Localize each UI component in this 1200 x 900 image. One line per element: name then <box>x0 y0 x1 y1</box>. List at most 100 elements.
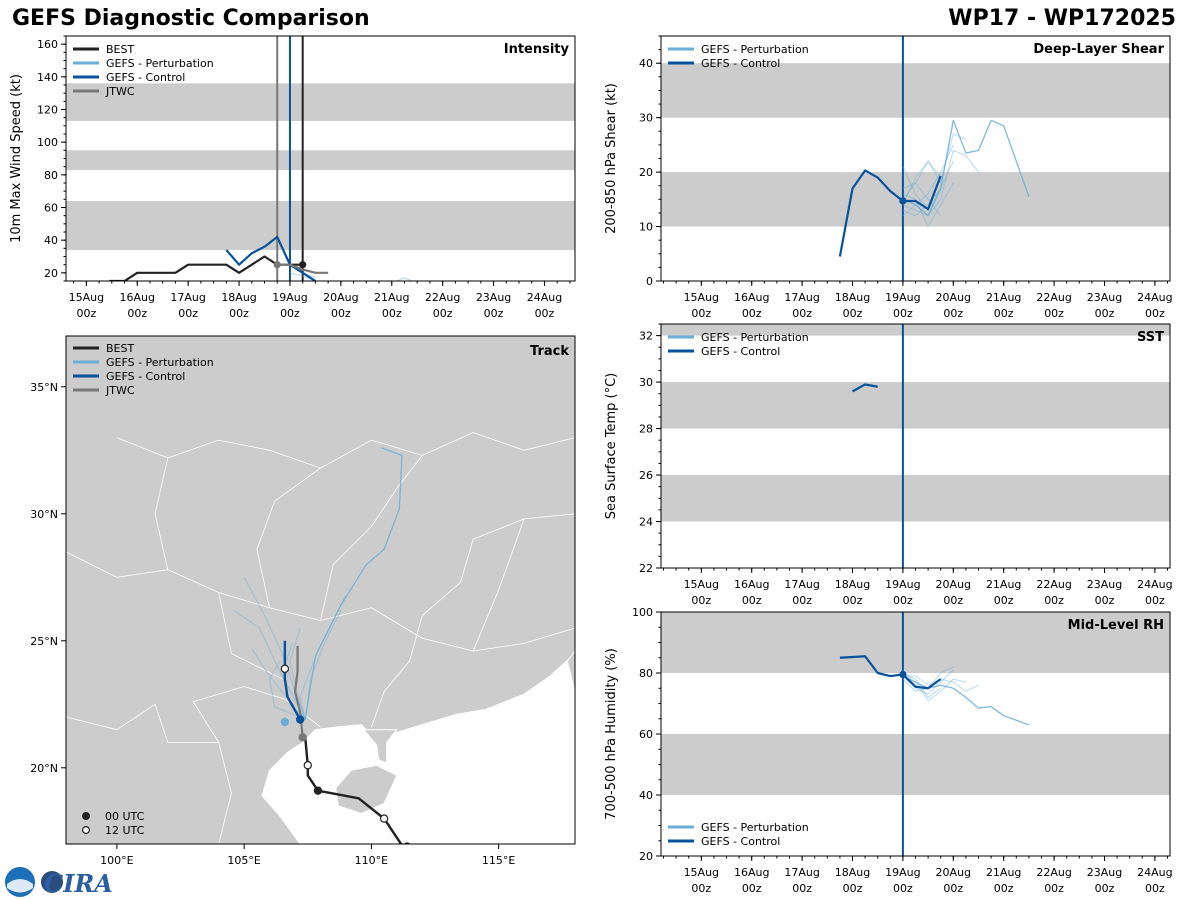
y-tick-label: 10 <box>639 221 653 234</box>
logo-text: CIRA <box>44 869 113 898</box>
track-point <box>313 786 323 795</box>
x-tick-label: 24Aug <box>1137 866 1172 879</box>
x-tick-label: 00z <box>943 594 963 607</box>
x-tick-label: 18Aug <box>835 291 870 304</box>
legend-label: GEFS - Control <box>701 345 780 358</box>
x-tick-label: 00z <box>994 307 1014 320</box>
x-tick-label: 00z <box>1044 882 1064 895</box>
x-tick-label: 18Aug <box>835 866 870 879</box>
x-tick-label: 20Aug <box>936 578 971 591</box>
x-tick-label: 00z <box>178 307 198 320</box>
track-line <box>304 447 403 720</box>
y-tick-label: 20 <box>639 166 653 179</box>
x-tick-label: 00z <box>331 307 351 320</box>
legend-label: GEFS - Perturbation <box>106 356 214 369</box>
province-border <box>320 455 423 621</box>
x-tick-label: 00z <box>792 307 812 320</box>
shaded-band <box>661 734 1170 795</box>
x-tick-label: 00z <box>691 594 711 607</box>
y-tick-label: 30 <box>639 112 653 125</box>
axes-frame <box>660 323 1171 569</box>
x-tick-label: 00z <box>280 307 300 320</box>
legend-marker <box>81 825 90 834</box>
series-line <box>851 383 878 393</box>
x-tick-label: 00z <box>1044 307 1064 320</box>
x-tick-label: 00z <box>742 307 762 320</box>
y-axis-label: 200-850 hPa Shear (kt) <box>604 83 619 234</box>
province-border <box>218 592 283 680</box>
y-tick-label: 100 <box>37 136 58 149</box>
series-line <box>277 263 329 274</box>
plot-area <box>661 36 1170 281</box>
y-tick-label: 20°N <box>30 762 58 775</box>
x-tick-label: 00z <box>792 882 812 895</box>
x-tick-label: 00z <box>76 307 96 320</box>
province-border <box>154 457 169 570</box>
x-tick-label: 00z <box>893 594 913 607</box>
track-line <box>233 609 306 720</box>
shaded-band <box>661 63 1170 118</box>
shaded-band <box>66 200 575 250</box>
x-tick-label: 16Aug <box>734 578 769 591</box>
province-border <box>66 703 219 743</box>
x-tick-label: 19Aug <box>885 291 920 304</box>
y-tick-label: 40 <box>44 234 58 247</box>
data-point <box>899 197 907 205</box>
legend-label: 12 UTC <box>105 824 145 837</box>
x-tick-label: 00z <box>433 307 453 320</box>
x-tick-label: 105°E <box>227 854 260 867</box>
y-tick-label: 60 <box>44 202 58 215</box>
x-tick-label: 23Aug <box>476 291 511 304</box>
panel-title: SST <box>1137 330 1164 345</box>
x-tick-label: 15Aug <box>684 291 719 304</box>
legend-marker <box>81 811 90 820</box>
shaded-band <box>66 83 575 121</box>
y-tick-label: 28 <box>639 423 653 436</box>
panel-title: Intensity <box>504 42 570 57</box>
x-tick-label: 00z <box>1095 882 1115 895</box>
legend-label: GEFS - Perturbation <box>701 43 809 56</box>
series-line <box>902 133 967 200</box>
y-tick-label: 40 <box>639 57 653 70</box>
panel-title: Track <box>530 344 569 359</box>
panel-title: Deep-Layer Shear <box>1033 42 1164 57</box>
x-tick-label: 19Aug <box>885 866 920 879</box>
track-line <box>304 610 342 720</box>
x-tick-label: 21Aug <box>986 291 1021 304</box>
cira-logo: CIRA <box>5 867 113 898</box>
y-tick-label: 100 <box>632 606 653 619</box>
x-tick-label: 00z <box>994 594 1014 607</box>
province-border <box>371 513 575 728</box>
x-tick-label: 00z <box>893 307 913 320</box>
legend-label: GEFS - Perturbation <box>701 821 809 834</box>
y-tick-label: 26 <box>639 469 653 482</box>
x-tick-label: 17Aug <box>784 866 819 879</box>
y-axis-label: Sea Surface Temp (°C) <box>604 373 619 520</box>
x-tick-label: 20Aug <box>323 291 358 304</box>
y-axis-label: 700-500 hPa Humidity (%) <box>604 648 619 820</box>
x-tick-label: 19Aug <box>885 578 920 591</box>
track-point <box>379 814 389 823</box>
globe-icon <box>41 871 63 893</box>
series-line <box>396 277 413 281</box>
province-border <box>116 432 575 469</box>
y-tick-label: 25°N <box>30 635 58 648</box>
series-line <box>902 160 942 206</box>
axes-frame <box>65 335 576 845</box>
x-tick-label: 00z <box>893 882 913 895</box>
x-tick-label: 00z <box>1044 594 1064 607</box>
track-point <box>280 664 290 673</box>
y-tick-label: 140 <box>37 71 58 84</box>
province-border <box>472 518 525 652</box>
x-tick-label: 00z <box>484 307 504 320</box>
x-tick-label: 16Aug <box>120 291 155 304</box>
x-tick-label: 00z <box>127 307 147 320</box>
y-tick-label: 20 <box>44 267 58 280</box>
peninsula <box>362 729 398 764</box>
panel-sst: 22 24 26 28 30 32 15Aug 00z 16Aug 00z 17Aug 00z 18Au… <box>604 323 1173 607</box>
track-line <box>269 660 306 721</box>
x-tick-label: 100°E <box>100 854 133 867</box>
